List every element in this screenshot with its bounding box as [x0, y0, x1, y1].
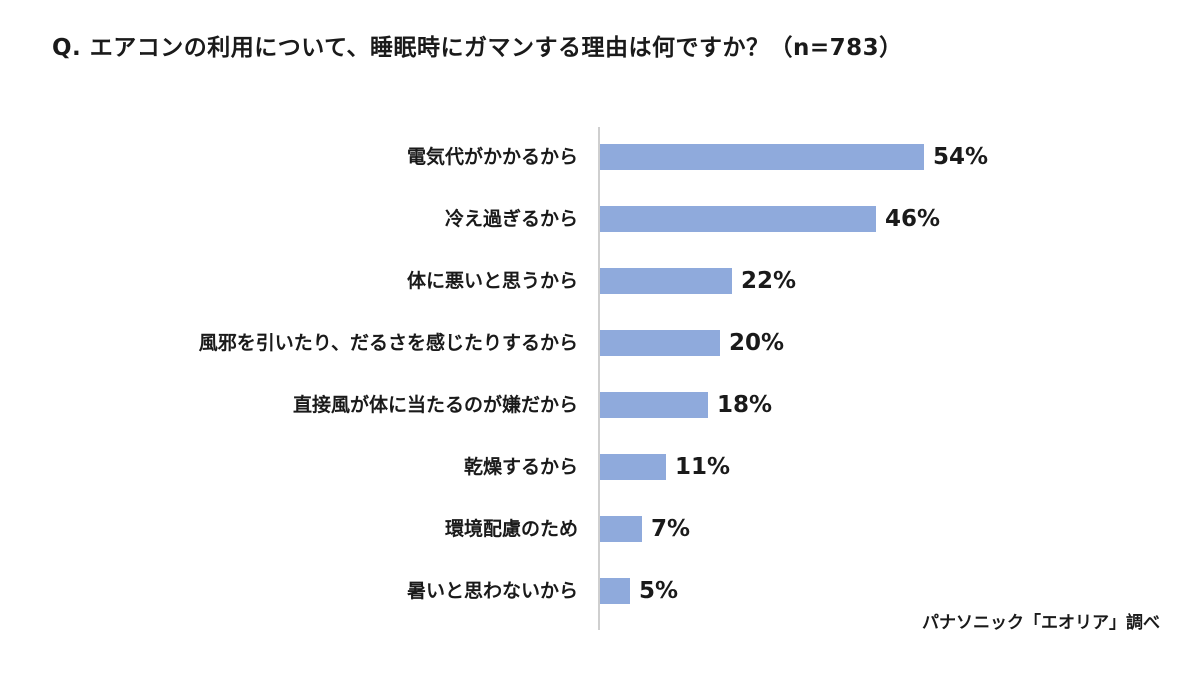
bar — [600, 330, 720, 356]
value-label: 18% — [717, 392, 772, 418]
bar — [600, 268, 732, 294]
value-label: 22% — [741, 268, 796, 294]
value-label: 11% — [675, 454, 730, 480]
bar — [600, 392, 708, 418]
value-label: 5% — [639, 578, 678, 604]
category-label: 環境配慮のため — [445, 517, 578, 540]
bar — [600, 454, 666, 480]
category-label: 冷え過ぎるから — [445, 207, 578, 230]
bar — [600, 578, 630, 604]
bar — [600, 144, 924, 170]
bar — [600, 516, 642, 542]
value-label: 7% — [651, 516, 690, 542]
category-label: 乾燥するから — [464, 455, 578, 478]
category-label: 風邪を引いたり、だるさを感じたりするから — [199, 331, 578, 354]
category-label: 直接風が体に当たるのが嫌だから — [293, 393, 578, 416]
category-label: 暑いと思わないから — [407, 580, 578, 602]
value-label: 54% — [933, 144, 988, 170]
source-note: パナソニック「エオリア」調べ — [922, 613, 1160, 633]
category-label: 体に悪いと思うから — [407, 269, 578, 292]
bar — [600, 206, 876, 232]
category-label: 電気代がかかるから — [407, 145, 578, 168]
value-label: 46% — [885, 206, 940, 232]
bars-group: 電気代がかかるから 54% 冷え過ぎるから 46% 体に悪いと思うから 22% 風邪を引いた… — [199, 144, 988, 604]
value-label: 20% — [729, 330, 784, 356]
chart-title: Q. エアコンの利用について、睡眠時にガマンする理由は何ですか？（n=783） — [52, 35, 903, 61]
